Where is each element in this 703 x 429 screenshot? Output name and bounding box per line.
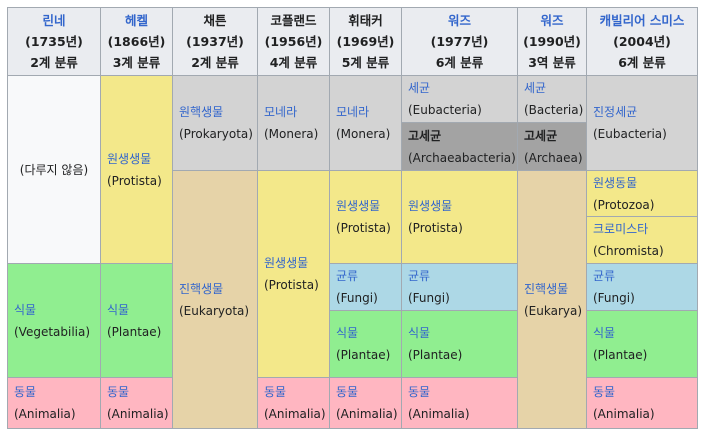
cell-linnaeus-vegetabilia: 식물 (Vegetabilia) [7,263,101,378]
taxon-link[interactable]: 식물 [14,302,37,317]
cell-chatton-eukaryota: 진핵생물 (Eukaryota) [172,170,258,429]
header-haeckel: 헤켈 (1866년) 3계 분류 [100,7,173,76]
header-copeland: 코플랜드 (1956년) 4계 분류 [257,7,330,76]
taxon-link[interactable]: 식물 [107,302,130,317]
taxon-link[interactable]: 식물 [408,326,431,340]
header-name: 코플랜드 [270,13,317,28]
header-name-link[interactable]: 헤켈 [124,13,148,28]
taxon-link[interactable]: 식물 [336,326,359,340]
taxon-link[interactable]: 모네라 [264,105,298,119]
cell-whittaker-fungi: 균류 (Fungi) [329,263,402,311]
header-row: 린네 (1735년) 2계 분류 헤켈 (1866년) 3계 분류 채튼 (1937년) 2… [7,7,698,76]
cell-cs-protozoa: 원생동물 (Protozoa) [586,170,698,217]
taxon-link[interactable]: 원핵생물 [179,105,224,119]
cell-linnaeus-animalia: 동물 (Animalia) [7,377,101,429]
taxon-link[interactable]: 원생생물 [408,199,453,213]
cell-cs-animalia: 동물 (Animalia) [586,377,698,429]
cell-copeland-plantae: 식물 (Plantae) [329,310,402,378]
cell-woese77-archaebacteria: 고세균 (Archaeabacteria) [401,122,518,171]
cell-woese90-archaea: 고세균 (Archaea) [517,122,587,171]
taxon-link[interactable]: 동물 [14,385,37,399]
taxon-link[interactable]: 진핵생물 [524,281,569,296]
cell-copeland-animalia: 동물 (Animalia) [257,377,330,429]
taxon-link[interactable]: 동물 [264,385,287,399]
cell-whittaker-animalia: 동물 (Animalia) [329,377,402,429]
cell-copeland-monera: 모네라 (Monera) [257,75,330,171]
cell-woese77-plantae: 식물 (Plantae) [586,310,698,378]
taxon-link[interactable]: 원생생물 [107,151,152,166]
taxon-link[interactable]: 원생생물 [264,256,309,270]
cell-woese77-animalia: 동물 (Animalia) [401,377,518,429]
cell-chatton-prokaryota: 원핵생물 (Prokaryota) [172,75,258,171]
taxon-link[interactable]: 크로미스타 [593,222,649,236]
taxon-link[interactable]: 고세균 [524,128,558,143]
cell-whittaker-plantae: 식물 (Plantae) [401,310,518,378]
header-woese-1977: 워즈 (1977년) 6계 분류 [401,7,518,76]
header-name-link[interactable]: 워즈 [540,13,564,28]
taxon-link[interactable]: 원생생물 [336,199,381,213]
cell-cs-eubacteria: 진정세균 (Eubacteria) [586,75,698,171]
cell-haeckel-protista: 원생생물 (Protista) [100,75,173,264]
cell-not-covered: (다루지 않음) [7,75,101,264]
cell-woese77-eubacteria: 세균 (Eubacteria) [401,75,518,123]
cell-haeckel-animalia: 동물 (Animalia) [100,377,173,429]
header-woese-1990: 워즈 (1990년) 3역 분류 [517,7,587,76]
cell-cs-fungi: 균류 (Fungi) [586,263,698,311]
taxon-link[interactable]: 균류 [336,269,359,283]
taxon-link[interactable]: 동물 [408,385,431,399]
header-name: 채튼 [203,13,227,28]
cell-copeland-protista: 원생생물 (Protista) [257,170,330,378]
taxon-link[interactable]: 모네라 [336,105,370,119]
header-name-link[interactable]: 린네 [42,13,66,28]
header-name-link[interactable]: 캐빌리어 스미스 [599,13,685,28]
taxon-link[interactable]: 세균 [408,81,431,95]
header-chatton: 채튼 (1937년) 2계 분류 [172,7,258,76]
cell-woese77-protista: 원생생물 (Protista) [401,170,518,264]
header-cavalier-smith: 캐빌리어 스미스 (2004년) 6계 분류 [586,7,698,76]
cell-cs-chromista: 크로미스타 (Chromista) [586,216,698,264]
cell-whittaker-protista: 원생생물 (Protista) [329,170,402,264]
taxon-link[interactable]: 고세균 [408,128,442,143]
taxon-link[interactable]: 진핵생물 [179,281,224,296]
header-name: 휘태커 [348,13,383,28]
header-whittaker: 휘태커 (1969년) 5계 분류 [329,7,402,76]
taxon-link[interactable]: 동물 [336,385,359,399]
taxon-link[interactable]: 원생동물 [593,175,638,190]
cell-whittaker-monera: 모네라 (Monera) [329,75,402,171]
cell-haeckel-plantae: 식물 (Plantae) [100,263,173,378]
taxon-link[interactable]: 진정세균 [593,105,638,119]
taxon-link[interactable]: 식물 [593,326,616,340]
taxon-link[interactable]: 세균 [524,81,547,95]
taxon-link[interactable]: 동물 [107,385,130,399]
taxon-link[interactable]: 동물 [593,385,616,399]
header-linnaeus: 린네 (1735년) 2계 분류 [7,7,101,76]
taxon-link[interactable]: 균류 [408,269,431,283]
taxon-link[interactable]: 균류 [593,269,616,283]
cell-woese90-bacteria: 세균 (Bacteria) [517,75,587,123]
classification-table: 린네 (1735년) 2계 분류 헤켈 (1866년) 3계 분류 채튼 (1937년) 2… [7,7,698,429]
cell-woese90-eukarya: 진핵생물 (Eukarya) [517,170,587,429]
cell-woese77-fungi: 균류 (Fungi) [401,263,518,311]
header-name-link[interactable]: 워즈 [447,13,471,28]
